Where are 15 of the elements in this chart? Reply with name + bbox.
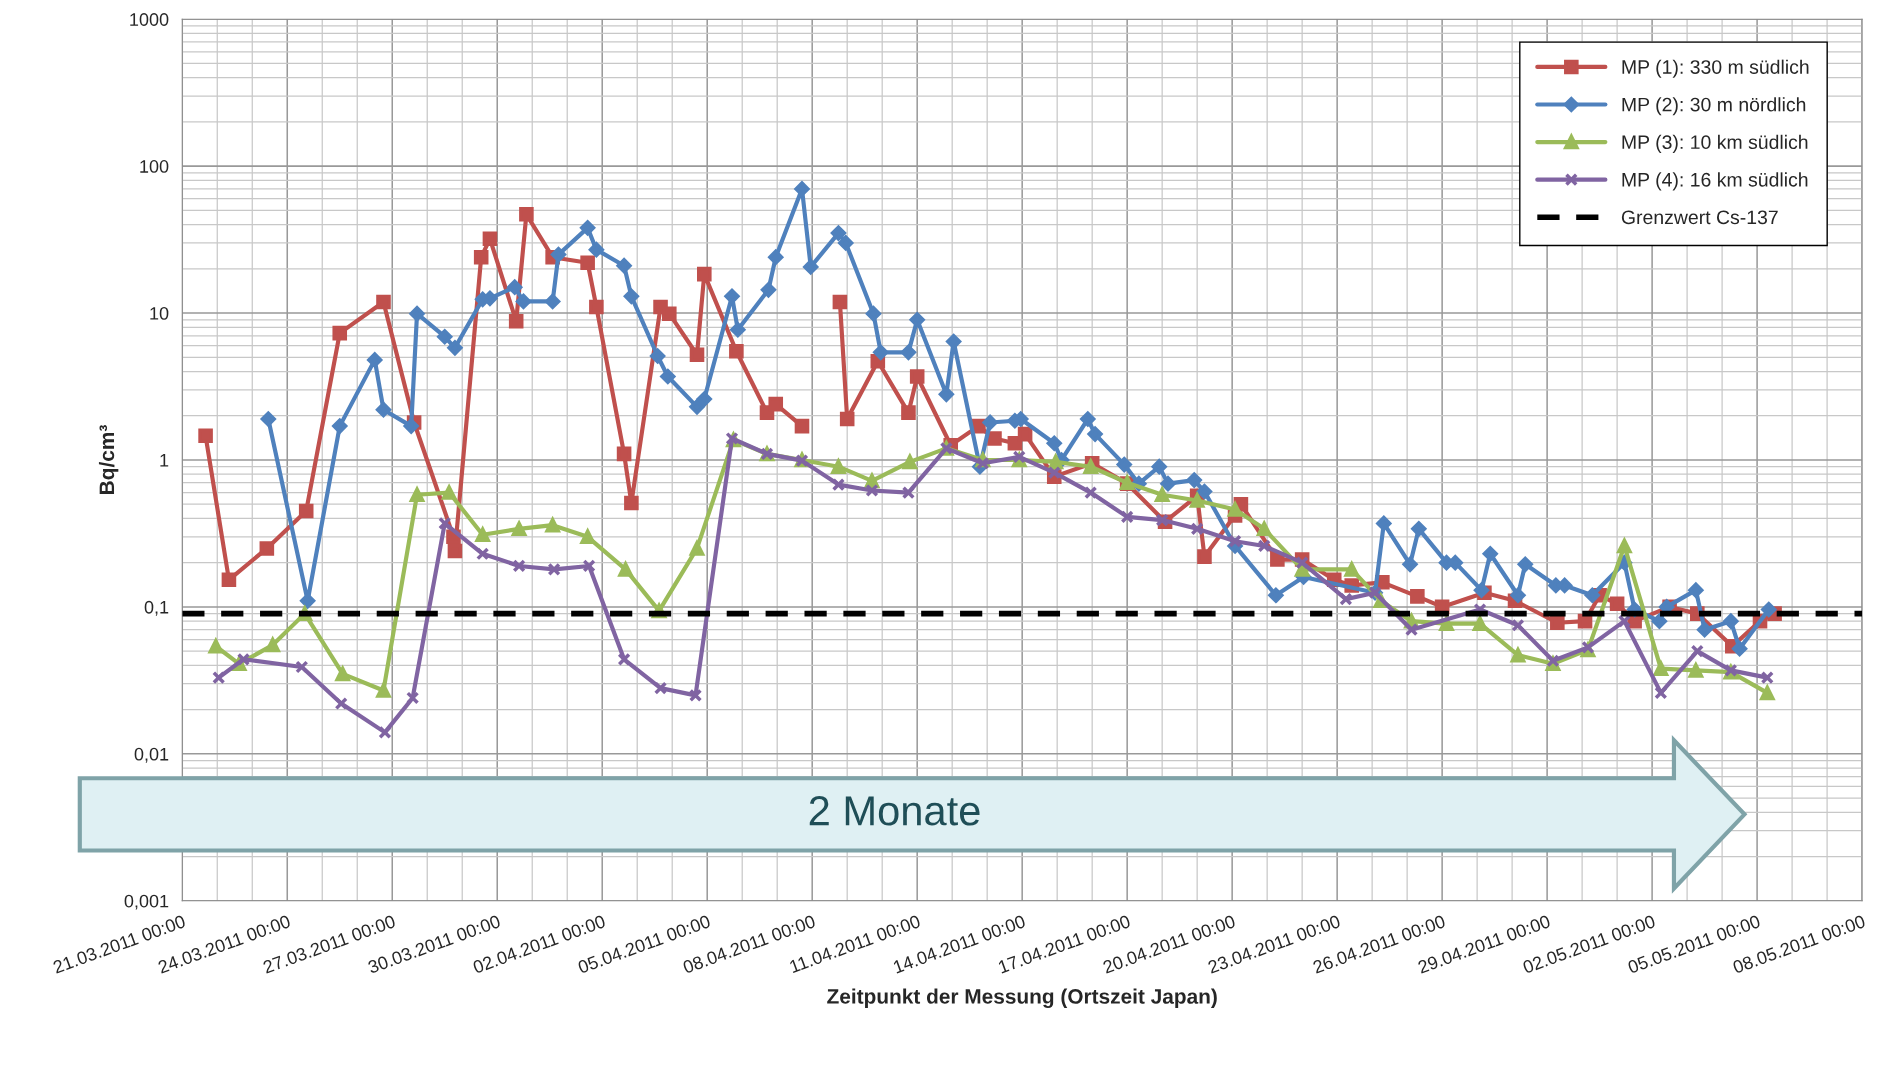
y-tick-label: 0,001 (124, 894, 169, 910)
legend-label: MP (4): 16 km südlich (1622, 172, 1808, 191)
y-axis-title: Bq/cm³ (98, 425, 119, 494)
y-tick-label: 0,1 (144, 600, 169, 616)
y-tick-label: 100 (140, 160, 169, 173)
legend-label: MP (1): 330 m südlich (1622, 59, 1809, 78)
y-tick-label: 1000 (130, 13, 169, 26)
y-tick-label: 10 (150, 306, 169, 320)
legend-label: MP (3): 10 km südlich (1622, 134, 1808, 153)
annotation: 2 Monate (809, 796, 980, 826)
legend-label: Grenzwert Cs-137 (1621, 210, 1778, 225)
legend-label: MP (2): 30 m nördlich (1622, 97, 1806, 116)
x-axis-title: Zeitpunkt der Messung (Ortszeit Japan) (827, 988, 1217, 1009)
y-tick-label: 1 (160, 454, 169, 467)
y-tick-label: 0,01 (134, 747, 169, 763)
